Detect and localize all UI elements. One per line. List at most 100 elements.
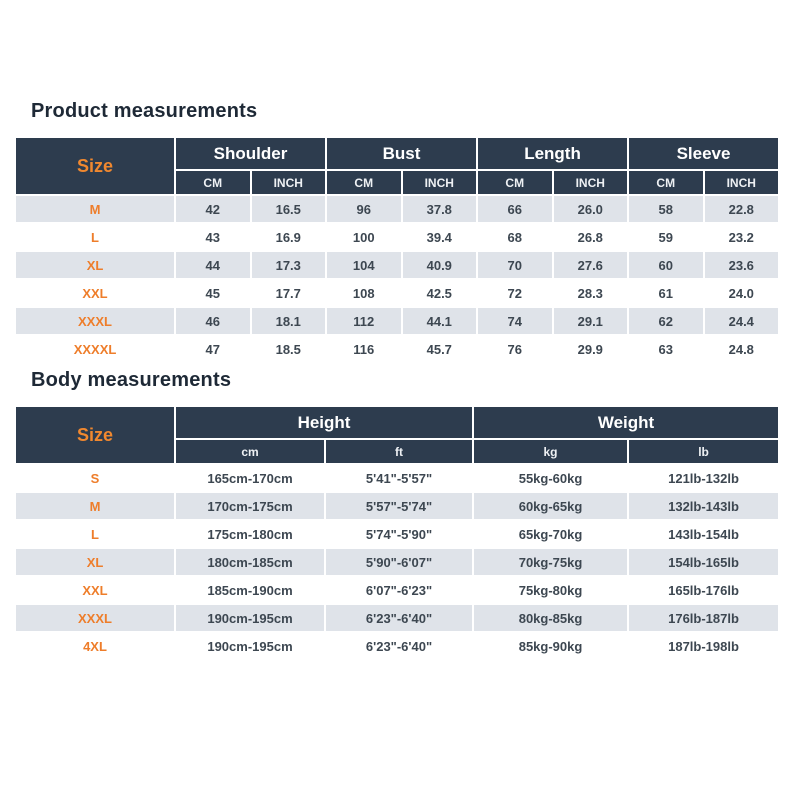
- data-cell: 61: [627, 278, 705, 308]
- size-cell: 4XL: [14, 631, 176, 661]
- product-measurements-table: Size Shoulder Bust Length Sleeve CM INCH…: [14, 136, 781, 364]
- column-header-shoulder: Shoulder: [173, 136, 328, 171]
- data-cell: 175cm-180cm: [174, 519, 326, 549]
- table-row: XXXXL 47 18.5 116 45.7 76 29.9 63 24.8: [14, 334, 781, 364]
- data-cell: 16.9: [249, 222, 328, 252]
- size-column-header: Size: [14, 136, 176, 196]
- data-cell: 116: [325, 334, 403, 364]
- data-cell: 45.7: [400, 334, 479, 364]
- data-cell: 5'90"-6'07": [323, 547, 475, 577]
- body-measurements-title: Body measurements: [31, 369, 232, 391]
- subheader-length-cm: CM: [476, 169, 554, 196]
- data-cell: 185cm-190cm: [174, 575, 326, 605]
- table-row: L 175cm-180cm 5'74"-5'90" 65kg-70kg 143l…: [14, 519, 781, 549]
- data-cell: 45: [174, 278, 252, 308]
- data-cell: 5'74"-5'90": [323, 519, 475, 549]
- data-cell: 42.5: [400, 278, 479, 308]
- data-cell: 58: [627, 194, 705, 224]
- data-cell: 108: [325, 278, 403, 308]
- data-cell: 23.2: [702, 222, 781, 252]
- data-cell: 112: [325, 306, 403, 336]
- sub-header-row: cm ft kg lb: [15, 438, 781, 465]
- size-cell: M: [14, 491, 176, 521]
- data-cell: 22.8: [702, 194, 781, 224]
- table-row: 4XL 190cm-195cm 6'23"-6'40" 85kg-90kg 18…: [14, 631, 781, 661]
- data-cell: 28.3: [551, 278, 630, 308]
- data-cell: 27.6: [551, 250, 630, 280]
- column-header-weight: Weight: [472, 405, 781, 440]
- data-cell: 74: [476, 306, 554, 336]
- size-cell: XXXL: [14, 306, 176, 336]
- data-cell: 26.0: [551, 194, 630, 224]
- subheader-shoulder-inch: INCH: [249, 169, 328, 196]
- data-cell: 100: [325, 222, 403, 252]
- size-cell: XXL: [14, 575, 176, 605]
- data-cell: 24.0: [702, 278, 781, 308]
- data-cell: 180cm-185cm: [174, 547, 326, 577]
- data-cell: 24.8: [702, 334, 781, 364]
- data-cell: 44.1: [400, 306, 479, 336]
- data-cell: 60: [627, 250, 705, 280]
- column-header-bust: Bust: [325, 136, 479, 171]
- size-cell: L: [14, 222, 176, 252]
- size-cell: S: [14, 463, 176, 493]
- data-cell: 43: [174, 222, 252, 252]
- data-cell: 68: [476, 222, 554, 252]
- column-header-length: Length: [476, 136, 630, 171]
- data-cell: 165cm-170cm: [174, 463, 326, 493]
- data-cell: 6'23"-6'40": [323, 631, 475, 661]
- data-cell: 165lb-176lb: [627, 575, 781, 605]
- data-cell: 17.7: [249, 278, 328, 308]
- data-cell: 190cm-195cm: [174, 603, 326, 633]
- data-cell: 37.8: [400, 194, 479, 224]
- data-cell: 5'41"-5'57": [323, 463, 475, 493]
- data-cell: 44: [174, 250, 252, 280]
- data-cell: 143lb-154lb: [627, 519, 781, 549]
- table-row: XXL 185cm-190cm 6'07"-6'23" 75kg-80kg 16…: [14, 575, 781, 605]
- data-cell: 121lb-132lb: [627, 463, 781, 493]
- data-cell: 18.5: [249, 334, 328, 364]
- size-cell: XL: [14, 547, 176, 577]
- data-cell: 75kg-80kg: [472, 575, 630, 605]
- size-column-header: Size: [14, 405, 176, 465]
- group-header-row: Size Height Weight: [14, 405, 781, 465]
- subheader-bust-cm: CM: [325, 169, 403, 196]
- subheader-shoulder-cm: CM: [174, 169, 252, 196]
- data-cell: 104: [325, 250, 403, 280]
- subheader-weight-lb: lb: [627, 438, 781, 465]
- table-row: M 42 16.5 96 37.8 66 26.0 58 22.8: [14, 194, 781, 224]
- data-cell: 39.4: [400, 222, 479, 252]
- data-cell: 62: [627, 306, 705, 336]
- column-header-height: Height: [173, 405, 475, 440]
- data-cell: 96: [325, 194, 403, 224]
- data-cell: 85kg-90kg: [472, 631, 630, 661]
- data-cell: 55kg-60kg: [472, 463, 630, 493]
- sub-header-row: CM INCH CM INCH CM INCH CM INCH: [15, 169, 781, 196]
- data-cell: 154lb-165lb: [627, 547, 781, 577]
- size-cell: XXXL: [14, 603, 176, 633]
- data-cell: 176lb-187lb: [627, 603, 781, 633]
- data-cell: 65kg-70kg: [472, 519, 630, 549]
- subheader-height-ft: ft: [323, 438, 475, 465]
- data-cell: 18.1: [249, 306, 328, 336]
- subheader-bust-inch: INCH: [400, 169, 479, 196]
- data-cell: 29.9: [551, 334, 630, 364]
- data-cell: 76: [476, 334, 554, 364]
- size-cell: XL: [14, 250, 176, 280]
- data-cell: 187lb-198lb: [627, 631, 781, 661]
- group-header-row: Size Shoulder Bust Length Sleeve: [14, 136, 781, 196]
- data-cell: 17.3: [249, 250, 328, 280]
- data-cell: 40.9: [400, 250, 479, 280]
- table-row: XXXL 46 18.1 112 44.1 74 29.1 62 24.4: [14, 306, 781, 336]
- data-cell: 26.8: [551, 222, 630, 252]
- data-cell: 66: [476, 194, 554, 224]
- subheader-length-inch: INCH: [551, 169, 630, 196]
- product-measurements-title: Product measurements: [31, 100, 258, 122]
- table-row: S 165cm-170cm 5'41"-5'57" 55kg-60kg 121l…: [14, 463, 781, 493]
- table-row: XXXL 190cm-195cm 6'23"-6'40" 80kg-85kg 1…: [14, 603, 781, 633]
- subheader-sleeve-inch: INCH: [702, 169, 781, 196]
- column-header-sleeve: Sleeve: [627, 136, 781, 171]
- data-cell: 16.5: [249, 194, 328, 224]
- data-cell: 70: [476, 250, 554, 280]
